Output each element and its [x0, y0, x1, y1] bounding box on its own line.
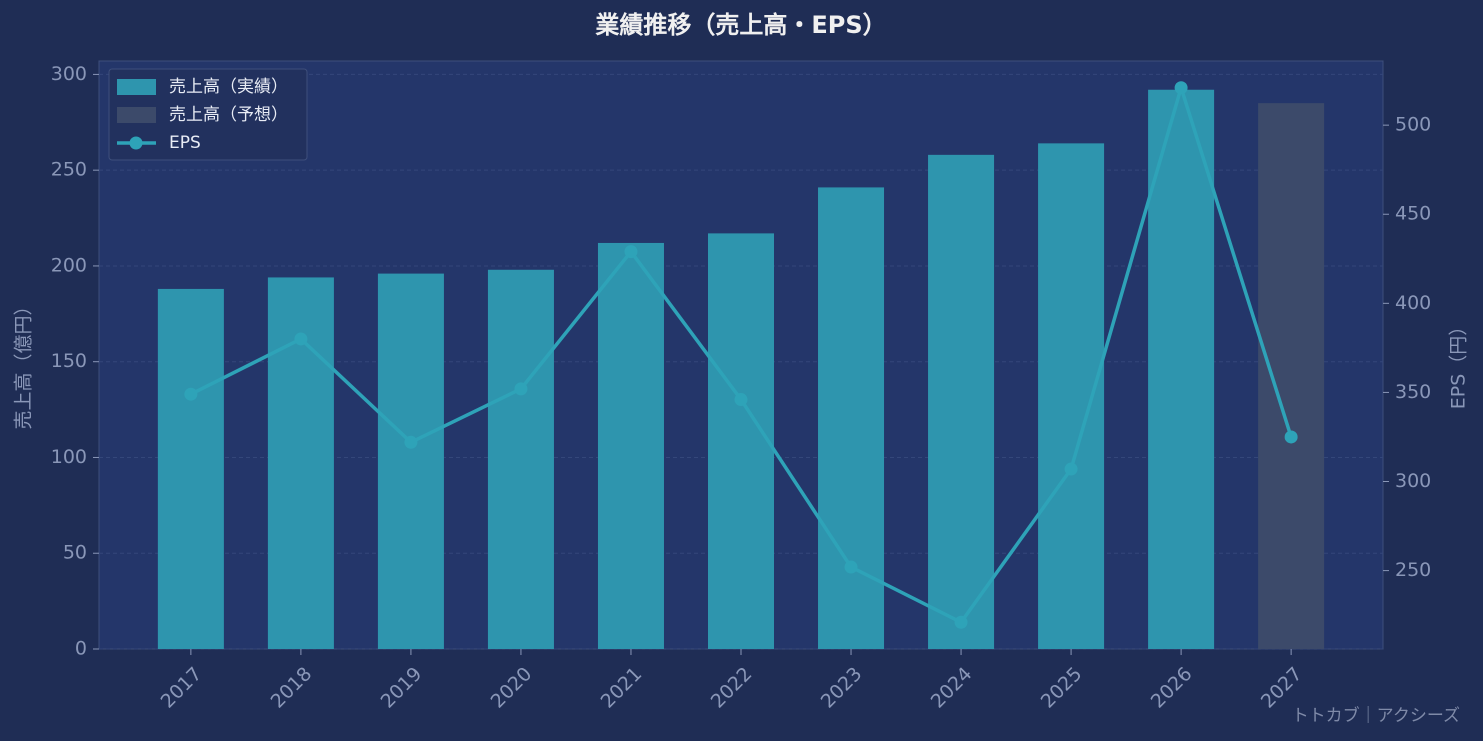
eps-point [404, 435, 418, 449]
bar [157, 288, 224, 649]
y2-tick-label: 450 [1395, 203, 1431, 225]
y2-tick-label: 400 [1395, 292, 1431, 314]
eps-point [844, 560, 858, 574]
bar [487, 269, 554, 649]
legend-box [108, 68, 308, 161]
legend-label: EPS [169, 133, 201, 153]
bar [1258, 103, 1325, 649]
eps-point [184, 387, 198, 401]
y2-tick-label: 500 [1395, 114, 1431, 136]
legend-label: 売上高（予想） [169, 105, 288, 125]
watermark: トトカブ｜アクシーズ [1292, 705, 1460, 726]
y-tick-label: 200 [51, 254, 87, 276]
eps-point [624, 245, 638, 259]
bar [928, 154, 995, 649]
y-axis-label: 売上高（億円） [13, 296, 35, 429]
eps-point [734, 393, 748, 407]
eps-point [294, 332, 308, 346]
eps-point [1284, 430, 1298, 444]
bar [1038, 143, 1105, 649]
bar [707, 233, 775, 649]
legend-swatch [117, 79, 156, 95]
eps-point [514, 382, 528, 396]
bar [1148, 89, 1215, 650]
legend-swatch [117, 107, 156, 123]
y-tick-label: 0 [75, 638, 87, 660]
y-tick-label: 300 [51, 63, 87, 85]
legend-marker [129, 136, 143, 150]
bar [597, 242, 664, 649]
y2-axis-label: EPS（円） [1448, 317, 1470, 410]
y-tick-label: 100 [51, 446, 87, 468]
eps-point [1174, 81, 1188, 95]
chart-title: 業績推移（売上高・EPS） [595, 11, 886, 39]
bar [377, 273, 444, 649]
y2-tick-label: 300 [1395, 470, 1431, 492]
eps-point [1064, 462, 1078, 476]
legend-label: 売上高（実績） [169, 77, 288, 97]
y-tick-label: 250 [51, 159, 87, 181]
y2-tick-label: 250 [1395, 559, 1431, 581]
eps-point [954, 615, 968, 629]
y-tick-label: 150 [51, 350, 87, 372]
y-tick-label: 50 [63, 542, 87, 564]
y2-tick-label: 350 [1395, 381, 1431, 403]
